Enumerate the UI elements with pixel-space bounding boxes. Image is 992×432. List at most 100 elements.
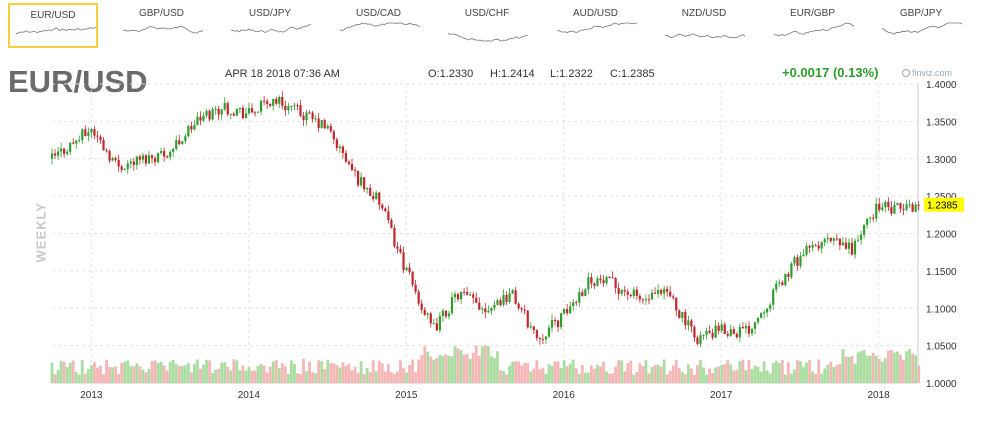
candle-body: [372, 196, 375, 200]
tab-gbp-usd[interactable]: GBP/USD: [117, 3, 207, 48]
candle-body: [887, 201, 890, 208]
candle-body: [559, 313, 563, 328]
volume-bar: [183, 365, 187, 383]
candle-body: [508, 293, 511, 302]
candle-body: [190, 126, 193, 130]
candle-body: [523, 309, 526, 311]
volume-bar: [223, 362, 227, 383]
candle-body: [81, 129, 84, 141]
volume-bar: [529, 371, 533, 383]
candle-body: [917, 204, 920, 206]
candle-body: [381, 204, 384, 209]
candle-body: [453, 294, 457, 298]
candle-body: [214, 108, 217, 110]
x-tick-label: 2014: [238, 390, 261, 401]
volume-bar: [653, 364, 657, 383]
candle-body: [99, 136, 102, 141]
candle-body: [384, 208, 387, 212]
volume-bar: [383, 371, 387, 383]
volume-bar: [762, 361, 766, 383]
candle-body: [108, 150, 111, 161]
y-tick-label: 1.1000: [926, 304, 957, 315]
volume-bar: [553, 361, 557, 383]
candle-body: [220, 109, 223, 115]
volume-bar: [268, 366, 272, 383]
volume-bar: [180, 365, 184, 383]
tab-label: AUD/USD: [572, 8, 618, 19]
candle-body: [163, 151, 166, 157]
volume-bar: [708, 368, 711, 383]
volume-bar: [108, 366, 111, 383]
candle-body: [902, 208, 905, 210]
candle-body: [493, 304, 496, 309]
volume-bar: [338, 367, 342, 383]
tab-usd-jpy[interactable]: USD/JPY: [225, 3, 315, 48]
candle-body: [793, 257, 796, 264]
volume-bar: [68, 362, 72, 383]
candle-body: [463, 291, 466, 293]
candle-body: [211, 109, 214, 120]
candle-body: [805, 246, 808, 255]
candle-body: [735, 333, 738, 338]
tab-gbp-jpy[interactable]: GBP/JPY: [876, 3, 966, 48]
candle-body: [259, 100, 263, 112]
currency-tabs: EUR/USD GBP/USD USD/JPY USD/CAD USD/CHF AUD/U…: [0, 0, 992, 52]
volume-bar: [577, 374, 581, 383]
candle-body: [769, 304, 772, 309]
tab-usd-chf[interactable]: USD/CHF: [442, 3, 532, 48]
volume-bar: [126, 360, 130, 383]
volume-bar: [480, 346, 484, 383]
candle-body: [553, 319, 557, 321]
candle-body: [469, 294, 472, 296]
tab-usd-cad[interactable]: USD/CAD: [334, 3, 424, 48]
candle-body: [705, 330, 708, 335]
tab-eur-gbp[interactable]: EUR/GBP: [768, 3, 858, 48]
tab-eur-usd[interactable]: EUR/USD: [8, 3, 98, 48]
candle-body: [359, 177, 363, 186]
candle-body: [663, 288, 666, 294]
candle-body: [750, 328, 754, 334]
candle-body: [617, 288, 620, 294]
volume-bar: [280, 363, 284, 383]
candle-body: [814, 245, 817, 247]
candle-body: [596, 278, 599, 286]
volume-bar: [668, 370, 672, 383]
volume-bar: [832, 367, 836, 383]
candle-body: [356, 170, 360, 186]
candle-body: [311, 112, 314, 120]
volume-bar: [914, 355, 918, 383]
tab-aud-usd[interactable]: AUD/USD: [551, 3, 641, 48]
volume-bar: [677, 368, 681, 383]
volume-bar: [717, 366, 721, 383]
brand-link[interactable]: finviz.com: [902, 68, 952, 78]
volume-bar: [265, 372, 269, 383]
volume-bar: [271, 361, 275, 383]
candle-body: [172, 148, 175, 152]
volume-bar: [314, 373, 318, 383]
y-tick-label: 1.3000: [926, 155, 957, 166]
tab-label: NZD/USD: [681, 8, 727, 19]
volume-bar: [508, 365, 511, 383]
volume-bar: [320, 361, 324, 383]
volume-bar: [774, 360, 778, 383]
candle-body: [123, 169, 126, 171]
volume-bar: [80, 359, 84, 383]
x-tick-label: 2016: [553, 390, 576, 401]
volume-bar: [841, 349, 845, 383]
volume-bar: [283, 366, 287, 383]
volume-bar: [635, 371, 639, 383]
brand-label: finviz.com: [912, 68, 953, 78]
volume-bar: [380, 363, 384, 383]
tab-nzd-usd[interactable]: NZD/USD: [659, 3, 749, 48]
volume-bar: [471, 352, 475, 383]
candle-body: [784, 273, 787, 286]
candle-body: [644, 299, 648, 301]
volume-bar: [165, 370, 169, 383]
volume-bar: [408, 365, 411, 383]
candle-body: [144, 155, 148, 164]
candle-body: [720, 324, 723, 331]
volume-bar: [135, 363, 139, 383]
volume-bar: [638, 363, 642, 383]
candle-body: [393, 227, 396, 247]
candle-body: [547, 327, 551, 337]
